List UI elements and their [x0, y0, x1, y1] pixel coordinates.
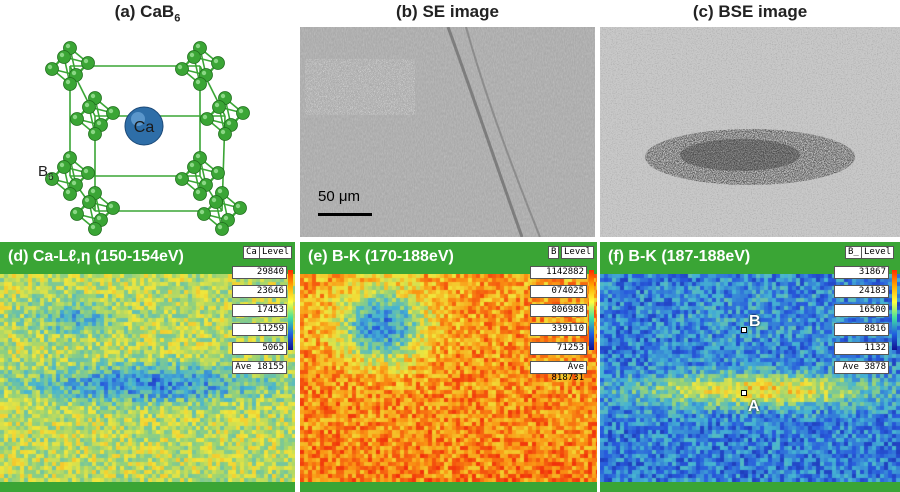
boron-atom [200, 112, 214, 126]
scale-bar [318, 213, 372, 216]
map-d-scale-3: 11259 [232, 323, 287, 336]
map-f-scale-2: 16500 [834, 304, 889, 317]
map-e-footer [300, 482, 597, 492]
map-f-avg: Ave 3878 [834, 361, 889, 374]
boron-atom [82, 195, 96, 209]
map-d-avg: Ave 18155 [232, 361, 287, 374]
boron-atom [193, 77, 207, 91]
boron-atom [106, 201, 120, 215]
boron-atom [106, 106, 120, 120]
boron-atom [211, 56, 225, 70]
map-d-colorbar [288, 270, 293, 350]
boron-atom [218, 127, 232, 141]
se-image [300, 27, 595, 237]
cab6-structure-diagram: Ca B6 [38, 41, 250, 236]
panel-a-title-sub: 6 [174, 12, 181, 25]
boron-atom [212, 100, 226, 114]
map-d-level-tag: Level [259, 246, 293, 259]
boron-atom [88, 222, 102, 236]
boron-atom [236, 106, 250, 120]
map-e-element-tag: B [548, 246, 560, 259]
boron-atom [215, 222, 229, 236]
map-f-footer [600, 482, 900, 492]
map-e-scale-4: 71253 [530, 342, 587, 355]
map-d-scale-0: 29840 [232, 266, 287, 279]
boron-atom [233, 201, 247, 215]
boron-atom [193, 187, 207, 201]
map-f-title: (f) B-K (187-188eV) [608, 248, 751, 265]
point-a-marker [741, 390, 747, 396]
map-e-avg: Ave 818731 [530, 361, 587, 383]
boron-atom [57, 50, 71, 64]
map-f-element-tag: B_ [845, 246, 862, 259]
panel-a-title-text: (a) CaB [114, 2, 175, 21]
boron-atom [70, 207, 84, 221]
boron-atom [211, 166, 225, 180]
map-f-scale-0: 31867 [834, 266, 889, 279]
map-e-colorbar [589, 270, 594, 350]
boron-atom [187, 160, 201, 174]
boron-atom [175, 62, 189, 76]
point-a-label: A [748, 398, 760, 415]
boron-atom [81, 166, 95, 180]
map-d-scale-2: 17453 [232, 304, 287, 317]
b6-label-text: B [38, 163, 48, 180]
boron-atom [82, 100, 96, 114]
map-f-scale-4: 1132 [834, 342, 889, 355]
boron-atom [63, 77, 77, 91]
point-b-marker [741, 327, 747, 333]
map-d-scale-4: 5065 [232, 342, 287, 355]
boron-atom [57, 160, 71, 174]
b6-label-sub: 6 [48, 172, 54, 183]
boron-atom [88, 127, 102, 141]
map-f-scale-3: 8816 [834, 323, 889, 336]
point-b-label: B [749, 313, 761, 330]
map-e-scale-0: 1142882 [530, 266, 587, 279]
map-e-title: (e) B-K (170-188eV) [308, 248, 454, 265]
panel-c-title: (c) BSE image [692, 2, 808, 21]
map-e-scale-1: 074025 [530, 285, 587, 298]
ca-atom-label: Ca [134, 119, 155, 136]
panel-a-title: (a) CaB6 [0, 2, 295, 26]
structure-atoms [45, 41, 250, 236]
map-d-title: (d) Ca-Lℓ,η (150-154eV) [8, 248, 184, 265]
boron-atom [81, 56, 95, 70]
boron-atom [197, 207, 211, 221]
map-e-scale-3: 339110 [530, 323, 587, 336]
b6-label: B6 [38, 163, 54, 183]
map-d-element-tag: Ca [243, 246, 260, 259]
map-d-footer [0, 482, 295, 492]
map-e-level-tag: Level [561, 246, 595, 259]
boron-atom [187, 50, 201, 64]
map-f-colorbar [892, 270, 897, 350]
map-e-scale-2: 806988 [530, 304, 587, 317]
bse-image [600, 27, 900, 237]
boron-atom [63, 187, 77, 201]
map-d-scale-1: 23646 [232, 285, 287, 298]
boron-atom [209, 195, 223, 209]
boron-atom [45, 62, 59, 76]
boron-atom [175, 172, 189, 186]
boron-atom [70, 112, 84, 126]
map-f-level-tag: Level [861, 246, 895, 259]
map-f-scale-1: 24183 [834, 285, 889, 298]
scale-bar-label: 50 μm [318, 188, 360, 205]
panel-b-title: (b) SE image [396, 2, 499, 21]
